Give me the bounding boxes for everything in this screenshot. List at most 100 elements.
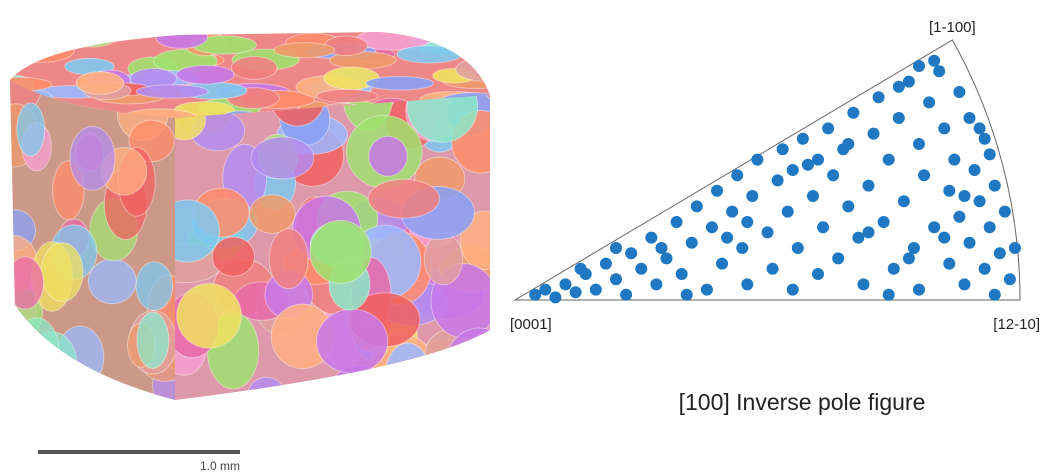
- data-point: [822, 122, 834, 134]
- corner-label: [1-100]: [929, 19, 976, 36]
- data-point: [726, 206, 738, 218]
- data-point: [989, 180, 1001, 192]
- data-point: [888, 263, 900, 275]
- data-point: [741, 216, 753, 228]
- data-point: [600, 258, 612, 270]
- data-point: [787, 284, 799, 296]
- data-point: [560, 278, 572, 290]
- data-point: [958, 278, 970, 290]
- corner-label: [0001]: [510, 316, 552, 333]
- grain: [251, 137, 314, 179]
- data-point: [893, 81, 905, 93]
- grain: [424, 233, 463, 285]
- grain: [384, 343, 432, 418]
- grain: [156, 26, 208, 49]
- data-point: [625, 247, 637, 259]
- data-point: [610, 242, 622, 254]
- data-point: [549, 291, 561, 303]
- data-point: [883, 154, 895, 166]
- data-point: [661, 252, 673, 264]
- data-point: [953, 86, 965, 98]
- grain: [247, 377, 287, 419]
- data-point: [898, 195, 910, 207]
- data-point: [868, 128, 880, 140]
- data-point: [913, 284, 925, 296]
- data-point: [746, 190, 758, 202]
- data-point: [731, 169, 743, 181]
- grain-render: [0, 22, 515, 428]
- figure: 1.0 mm [0001] [12-10] [1-100] [100] Invers…: [0, 0, 1042, 476]
- data-point: [974, 122, 986, 134]
- data-point: [928, 221, 940, 233]
- data-point: [893, 112, 905, 124]
- data-point: [807, 190, 819, 202]
- grain: [17, 103, 45, 156]
- grain: [231, 56, 277, 79]
- data-point: [974, 195, 986, 207]
- data-point: [863, 180, 875, 192]
- data-point: [762, 226, 774, 238]
- data-point: [645, 232, 657, 244]
- data-point: [812, 154, 824, 166]
- data-point: [701, 284, 713, 296]
- grain: [7, 36, 48, 49]
- grain: [7, 257, 44, 309]
- data-point: [878, 216, 890, 228]
- data-point: [948, 154, 960, 166]
- data-point: [933, 65, 945, 77]
- data-point: [913, 138, 925, 150]
- grain: [15, 318, 59, 383]
- data-point: [918, 169, 930, 181]
- data-point: [570, 286, 582, 298]
- grain: [70, 126, 115, 190]
- grain: [317, 89, 378, 102]
- grain: [212, 237, 254, 276]
- data-point: [999, 206, 1011, 218]
- data-point: [575, 263, 587, 275]
- grain: [310, 220, 371, 283]
- grain: [430, 348, 486, 418]
- grain: [177, 284, 242, 349]
- data-point: [691, 200, 703, 212]
- data-point: [706, 221, 718, 233]
- data-point: [984, 148, 996, 160]
- data-point: [873, 91, 885, 103]
- data-point: [984, 221, 996, 233]
- data-point: [751, 154, 763, 166]
- data-point: [842, 138, 854, 150]
- data-point: [772, 174, 784, 186]
- data-point: [787, 164, 799, 176]
- data-point: [989, 289, 1001, 301]
- grain: [274, 43, 335, 58]
- grain: [67, 27, 116, 47]
- data-point: [539, 284, 551, 296]
- data-point: [686, 237, 698, 249]
- corner-label: [12-10]: [993, 316, 1040, 333]
- grain: [316, 309, 387, 373]
- data-point: [1009, 242, 1021, 254]
- data-point: [812, 268, 824, 280]
- data-point: [736, 242, 748, 254]
- grain: [88, 259, 136, 304]
- data-point: [994, 247, 1006, 259]
- data-point: [782, 206, 794, 218]
- data-point: [913, 60, 925, 72]
- data-point: [908, 242, 920, 254]
- data-point: [1004, 273, 1016, 285]
- grain: [362, 362, 433, 427]
- data-point: [964, 112, 976, 124]
- grain: [136, 262, 173, 311]
- data-point: [777, 143, 789, 155]
- grain: [366, 76, 433, 90]
- data-point: [741, 278, 753, 290]
- grain: [362, 375, 408, 414]
- chart-title: [100] Inverse pole figure: [679, 389, 926, 415]
- data-point: [650, 278, 662, 290]
- grain: [430, 22, 473, 39]
- data-point: [767, 263, 779, 275]
- data-point: [655, 242, 667, 254]
- data-point: [711, 185, 723, 197]
- grain: [177, 65, 234, 84]
- scale-bar-label: 1.0 mm: [200, 459, 240, 473]
- data-point: [671, 216, 683, 228]
